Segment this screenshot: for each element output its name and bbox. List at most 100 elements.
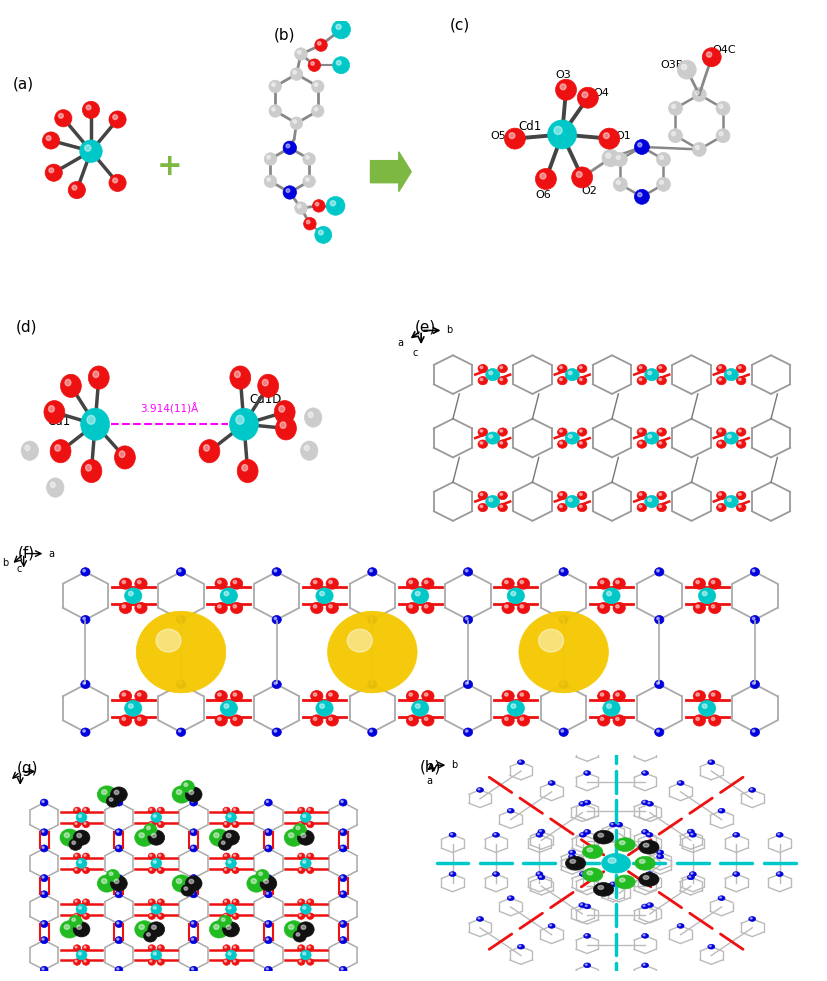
Circle shape: [655, 728, 664, 737]
Circle shape: [234, 371, 241, 378]
Circle shape: [222, 918, 225, 921]
Circle shape: [478, 789, 480, 790]
Circle shape: [560, 379, 562, 381]
Circle shape: [672, 131, 676, 135]
Circle shape: [213, 833, 219, 838]
Circle shape: [75, 914, 77, 916]
Circle shape: [643, 964, 645, 965]
Circle shape: [224, 947, 227, 948]
Circle shape: [329, 717, 332, 720]
Circle shape: [115, 875, 122, 882]
Circle shape: [303, 175, 315, 187]
Circle shape: [677, 60, 696, 79]
Circle shape: [119, 578, 131, 590]
Circle shape: [478, 917, 480, 919]
Circle shape: [300, 812, 311, 822]
Circle shape: [233, 914, 236, 916]
Circle shape: [266, 847, 269, 849]
Circle shape: [736, 365, 746, 373]
Circle shape: [424, 605, 428, 608]
Circle shape: [284, 829, 304, 847]
Circle shape: [150, 868, 152, 870]
Circle shape: [50, 482, 55, 488]
Circle shape: [223, 867, 230, 873]
Circle shape: [422, 578, 434, 590]
Circle shape: [339, 875, 347, 882]
Circle shape: [463, 728, 472, 737]
Circle shape: [561, 617, 564, 620]
Circle shape: [87, 415, 95, 424]
Circle shape: [565, 432, 579, 444]
Circle shape: [79, 906, 82, 909]
FancyArrow shape: [370, 152, 411, 191]
Circle shape: [311, 62, 314, 65]
Circle shape: [617, 883, 619, 884]
Circle shape: [598, 715, 610, 726]
Circle shape: [518, 602, 529, 613]
Circle shape: [265, 891, 272, 898]
Circle shape: [153, 953, 156, 955]
Circle shape: [613, 715, 625, 726]
Circle shape: [223, 945, 230, 952]
Circle shape: [494, 834, 496, 835]
Circle shape: [581, 802, 582, 803]
Circle shape: [233, 808, 236, 810]
Circle shape: [422, 715, 434, 726]
Circle shape: [341, 800, 343, 802]
Circle shape: [582, 845, 603, 858]
Circle shape: [451, 834, 452, 835]
Circle shape: [693, 602, 705, 613]
Circle shape: [696, 90, 700, 94]
Circle shape: [298, 945, 305, 952]
Circle shape: [148, 830, 165, 846]
Circle shape: [306, 178, 309, 181]
Circle shape: [570, 859, 576, 863]
Circle shape: [466, 617, 468, 620]
Circle shape: [485, 495, 500, 507]
Circle shape: [85, 465, 92, 471]
Circle shape: [466, 570, 468, 572]
Circle shape: [406, 602, 418, 613]
Circle shape: [237, 459, 258, 483]
Circle shape: [739, 379, 741, 381]
Circle shape: [709, 715, 721, 726]
Circle shape: [316, 588, 333, 603]
Circle shape: [289, 924, 294, 929]
Circle shape: [83, 617, 85, 620]
Circle shape: [556, 79, 576, 100]
Circle shape: [233, 947, 236, 948]
Circle shape: [657, 152, 671, 167]
Circle shape: [231, 691, 243, 701]
Circle shape: [189, 966, 198, 973]
Circle shape: [272, 108, 275, 111]
Circle shape: [22, 441, 39, 460]
Circle shape: [304, 408, 322, 427]
Circle shape: [184, 887, 188, 891]
Circle shape: [616, 581, 619, 584]
Circle shape: [655, 615, 664, 624]
Circle shape: [233, 960, 236, 962]
Circle shape: [406, 691, 418, 701]
Circle shape: [600, 693, 604, 697]
Circle shape: [658, 855, 660, 856]
Circle shape: [307, 899, 313, 905]
Circle shape: [581, 834, 583, 835]
Circle shape: [296, 826, 299, 830]
Text: (b): (b): [274, 27, 295, 42]
Circle shape: [77, 925, 82, 929]
Circle shape: [84, 868, 86, 870]
Circle shape: [49, 406, 55, 412]
Circle shape: [144, 824, 157, 836]
Circle shape: [753, 617, 755, 620]
Circle shape: [538, 875, 545, 880]
Circle shape: [176, 879, 182, 884]
Circle shape: [73, 922, 90, 937]
Circle shape: [107, 869, 119, 881]
Circle shape: [75, 854, 77, 856]
Circle shape: [648, 904, 650, 905]
Circle shape: [280, 422, 286, 429]
Circle shape: [716, 439, 726, 448]
Circle shape: [536, 872, 543, 876]
Circle shape: [463, 615, 472, 624]
Circle shape: [639, 859, 645, 863]
